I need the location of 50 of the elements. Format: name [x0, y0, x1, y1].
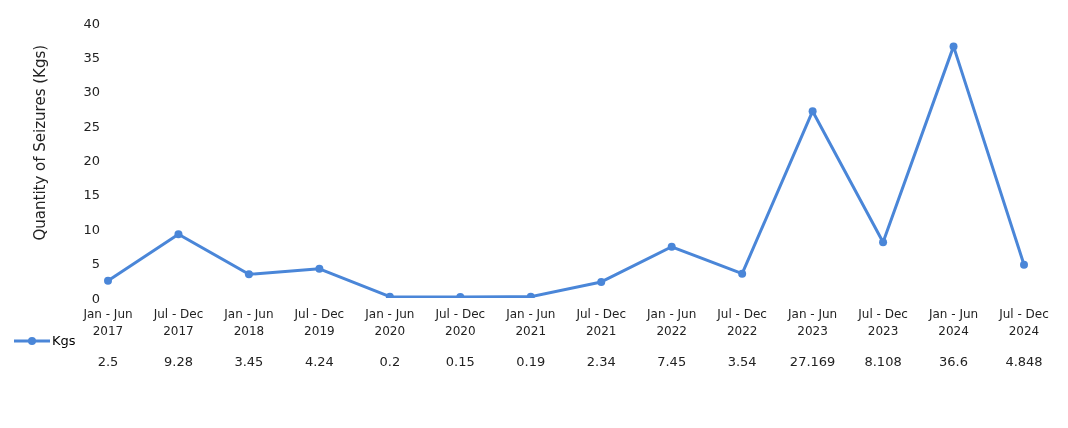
y-tick-label: 20 [83, 153, 100, 169]
y-tick-label: 35 [83, 49, 100, 65]
data-label: 4.848 [1005, 354, 1043, 369]
data-label: 7.45 [657, 354, 687, 369]
data-label: 8.108 [864, 354, 902, 369]
y-tick-label: 40 [83, 15, 100, 31]
point [244, 270, 253, 279]
y-tick-label: 5 [91, 256, 100, 272]
data-label: 9.28 [163, 354, 193, 369]
x-tick-label: Jan - Jun 2018 [223, 307, 274, 338]
y-tick-label: 0 [91, 290, 100, 306]
point [104, 276, 112, 285]
point [808, 107, 817, 116]
x-tick-label: Jan - Jun 2021 [505, 307, 556, 338]
point [597, 277, 606, 286]
point [1020, 260, 1028, 269]
x-tick-label: Jan - Jun 2017 [82, 307, 133, 338]
x-tick-label: Jul - Dec 2023 [857, 307, 908, 338]
x-tick-label: Jul - Dec 2017 [152, 307, 204, 338]
y-tick-label: 10 [83, 221, 100, 237]
legend-label: Kgs [52, 333, 76, 348]
data-label: 27.169 [789, 354, 836, 369]
x-tick-label: Jul - Dec 2020 [434, 307, 486, 338]
point [174, 230, 183, 239]
point [667, 242, 676, 251]
data-label: 0.19 [516, 354, 546, 369]
x-tick-label: Jan - Jun 2024 [927, 307, 979, 338]
x-tick-label: Jul - Dec 2019 [293, 307, 345, 338]
point [315, 264, 324, 273]
data-label: 0.2 [379, 354, 401, 369]
point [738, 269, 747, 278]
data-label: 3.45 [234, 354, 264, 369]
x-tick-label: Jul - Dec 2024 [998, 307, 1049, 338]
x-tick-label: Jul - Dec 2021 [575, 307, 627, 338]
point [879, 238, 888, 247]
data-label: 2.34 [586, 354, 616, 369]
x-tick-label: Jan - Jun 2023 [787, 307, 838, 338]
x-tick-label: Jan - Jun 2022 [646, 307, 697, 338]
x-tick-label: Jan - Jun 2020 [364, 307, 415, 338]
data-label: 4.24 [304, 354, 334, 369]
data-label: 36.6 [939, 354, 969, 369]
y-axis-title: Quantity of Seizures (Kgs) [31, 44, 50, 241]
data-label: 0.15 [445, 354, 475, 369]
y-tick-label: 15 [83, 187, 100, 203]
y-tick-label: 30 [83, 84, 100, 100]
data-label: 3.54 [727, 354, 757, 369]
point [949, 42, 958, 51]
x-tick-label: Jul - Dec 2022 [716, 307, 767, 338]
data-label: 2.5 [97, 354, 119, 369]
y-tick-label: 25 [83, 118, 100, 134]
